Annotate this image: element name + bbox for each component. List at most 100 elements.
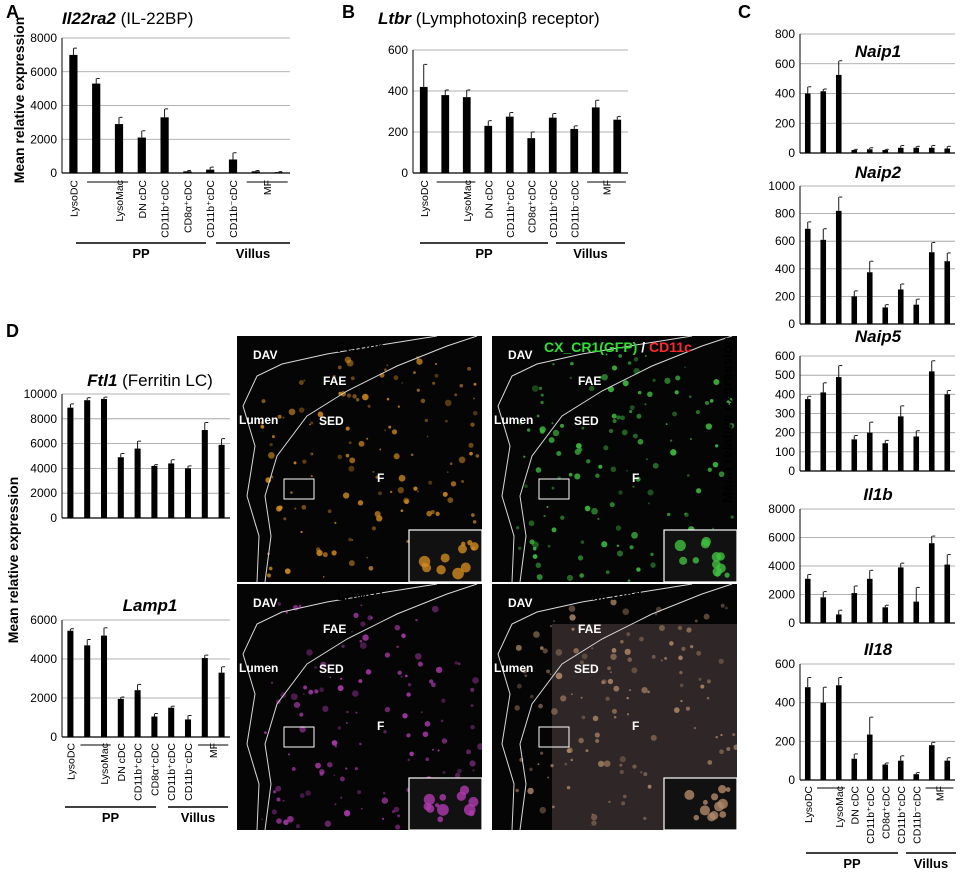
bar <box>835 685 842 780</box>
tissue-speck <box>629 410 633 414</box>
region-label-sed: SED <box>319 414 344 428</box>
micrograph-m4: DAV FAE Lumen SED F Merged <box>492 584 737 830</box>
tissue-speck <box>406 733 411 738</box>
tissue-speck <box>611 365 618 371</box>
tissue-speck <box>383 730 387 734</box>
tissue-speck <box>431 605 439 613</box>
tissue-speck <box>454 661 458 665</box>
tissue-speck <box>271 435 275 439</box>
bar <box>851 758 858 780</box>
tissue-speck <box>608 428 614 434</box>
tissue-speck <box>610 599 617 606</box>
y-tick-label: 0 <box>788 146 795 160</box>
bar <box>69 54 78 173</box>
bar <box>134 448 141 518</box>
tissue-speck <box>389 490 393 494</box>
micrograph-m2: DAV FAE Lumen SED F CX_CR1(GFP) / CD11c <box>492 336 737 582</box>
tissue-speck <box>719 749 724 755</box>
chart-title: Naip2 <box>855 163 902 182</box>
tissue-speck <box>601 373 608 381</box>
tissue-speck <box>730 515 734 519</box>
tissue-speck <box>467 366 471 371</box>
tissue-speck <box>351 539 354 541</box>
region-label-lumen: Lumen <box>239 661 278 675</box>
chart-title: Il22ra2 (IL-22BP) <box>62 9 193 28</box>
inset-cell <box>460 562 471 573</box>
tissue-speck <box>461 479 465 484</box>
tissue-speck <box>679 683 684 688</box>
tissue-speck <box>523 455 526 458</box>
bar <box>851 150 858 153</box>
tissue-speck <box>536 414 540 418</box>
tissue-speck <box>526 428 531 432</box>
tissue-speck <box>685 706 690 711</box>
tissue-speck <box>327 509 332 514</box>
y-tick-label: 400 <box>775 262 795 276</box>
bar <box>897 416 904 471</box>
inset-cell <box>458 544 467 554</box>
x-category-label: CD11b⁺cDC <box>205 180 217 238</box>
region-label-f: F <box>632 471 639 485</box>
tissue-speck <box>677 625 683 631</box>
tissue-speck <box>416 490 419 493</box>
inset-cell <box>470 542 479 551</box>
tissue-speck <box>621 429 628 436</box>
tissue-speck <box>670 449 677 456</box>
tissue-speck <box>610 653 617 660</box>
group-label-villus: Villus <box>236 246 270 261</box>
tissue-speck <box>290 491 293 494</box>
bar <box>804 399 811 471</box>
x-category-label: CD11b⁺cDC <box>865 786 877 844</box>
tissue-speck <box>560 423 564 428</box>
tissue-speck <box>678 655 683 661</box>
bar <box>820 702 827 780</box>
tissue-speck <box>595 473 600 478</box>
tissue-speck <box>400 675 403 678</box>
bar <box>913 601 920 623</box>
bar <box>866 149 873 153</box>
y-tick-label: 800 <box>775 207 795 221</box>
y-tick-label: 2000 <box>30 691 57 705</box>
tissue-speck <box>420 711 423 714</box>
tissue-speck <box>416 388 420 392</box>
tissue-speck <box>521 668 528 674</box>
tissue-speck <box>696 650 702 656</box>
tissue-speck <box>381 797 388 804</box>
panel-label-c: C <box>738 2 751 22</box>
y-tick-label: 200 <box>775 734 795 748</box>
micrograph-content: DAV FAE Lumen SED F CX_CR1(GFP) / CD11c <box>494 336 737 582</box>
channel-label: LAMP1 <box>337 587 385 603</box>
inset-cell <box>440 553 450 563</box>
tissue-speck <box>698 677 702 681</box>
tissue-speck <box>397 405 400 408</box>
tissue-speck <box>276 818 282 824</box>
tissue-speck <box>689 437 692 440</box>
tissue-speck <box>294 507 297 510</box>
tissue-speck <box>665 423 668 426</box>
bar <box>897 567 904 623</box>
tissue-speck <box>574 448 581 455</box>
tissue-speck <box>386 364 389 367</box>
tissue-speck <box>706 679 711 684</box>
group-label-villus: Villus <box>181 810 215 825</box>
bar <box>928 543 935 623</box>
tissue-speck <box>306 649 313 656</box>
tissue-speck <box>568 605 576 612</box>
tissue-speck <box>298 380 304 386</box>
y-tick-label: 6000 <box>768 531 795 545</box>
bar <box>184 468 192 518</box>
tissue-speck <box>360 807 363 810</box>
tissue-speck <box>348 560 355 567</box>
tissue-speck <box>277 602 282 606</box>
micrograph-content: DAV FAE Lumen SED F Merged <box>494 584 737 830</box>
tissue-speck <box>650 552 654 557</box>
x-category-label: CD11b⁺cDC <box>548 180 560 238</box>
tissue-speck <box>334 745 338 748</box>
region-label-dav: DAV <box>253 348 277 362</box>
tissue-speck <box>310 421 314 425</box>
tissue-speck <box>454 393 458 397</box>
tissue-speck <box>578 737 584 744</box>
tissue-speck <box>353 612 359 618</box>
tissue-speck <box>359 642 367 649</box>
